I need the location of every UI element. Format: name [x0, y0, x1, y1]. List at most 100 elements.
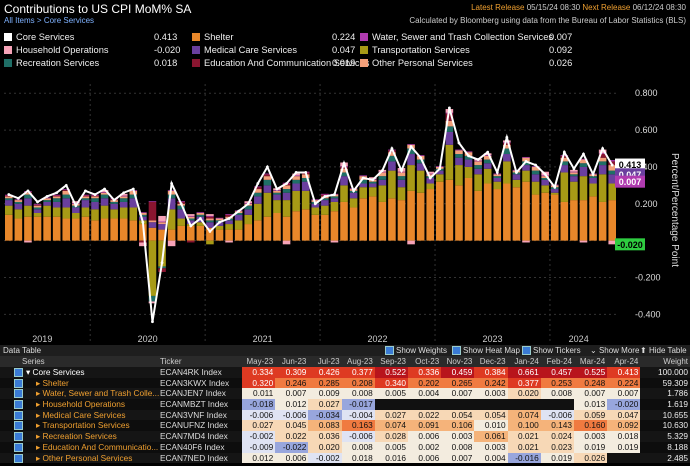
col-header-series[interactable]: Series	[22, 357, 45, 366]
row-checkbox-icon[interactable]	[14, 421, 23, 431]
heat-cell: 0.026	[574, 452, 608, 464]
bar-segment-household	[206, 214, 214, 216]
bar-segment-personal	[503, 144, 511, 149]
series-ticker[interactable]: ECANJEN7 Index	[160, 388, 226, 399]
row-checkbox-icon[interactable]	[14, 410, 23, 420]
core-services-point	[333, 193, 336, 196]
row-checkbox-icon[interactable]	[14, 400, 23, 410]
show-tickers-label: Show Tickers	[533, 346, 581, 355]
legend-item[interactable]: Transportation Services	[360, 45, 470, 55]
bar-segment-household	[148, 301, 157, 304]
legend-item[interactable]: Water, Sewer and Trash Collection Servic…	[360, 32, 553, 42]
series-name[interactable]: ▸ Shelter	[36, 377, 69, 388]
row-checkbox-icon[interactable]	[14, 432, 23, 442]
heat-cell: 0.019	[574, 441, 608, 453]
bar-segment-shelter	[244, 224, 253, 241]
col-header-month[interactable]: Jul-23	[317, 357, 340, 366]
show-heatmap-toggle[interactable]: Show Heat Map	[452, 345, 520, 356]
x-year-label: 2024	[569, 334, 589, 344]
series-ticker[interactable]: ECAN3KWX Index	[160, 377, 230, 388]
series-ticker[interactable]: ECAN7MD4 Index	[160, 431, 228, 442]
col-header-month[interactable]: May-23	[246, 357, 274, 366]
table-row[interactable]: ▸ Other Personal Services ECAN7NED Index 0…	[0, 452, 690, 464]
bar-segment-transport	[340, 185, 348, 202]
row-checkbox-icon[interactable]	[14, 368, 23, 377]
col-header-ticker[interactable]: Ticker	[160, 357, 182, 366]
bar-segment-personal	[263, 176, 272, 180]
breadcrumb-root[interactable]: All Items	[4, 16, 35, 25]
row-checkbox-icon[interactable]	[14, 378, 23, 388]
series-ticker[interactable]: ECAN4RK Index	[160, 367, 222, 377]
show-more-button[interactable]: ⌄ Show More	[590, 346, 640, 355]
series-name[interactable]: ▸ Medical Care Services	[36, 409, 126, 420]
legend-value: 0.019	[332, 58, 356, 68]
table-row[interactable]: ▸ Recreation Services ECAN7MD4 Index -0.00…	[0, 431, 690, 442]
col-header-month[interactable]: Jun-23	[281, 357, 307, 366]
series-ticker[interactable]: ECANMBZT Index	[160, 399, 229, 410]
legend-item[interactable]: Recreation Services	[4, 58, 99, 68]
table-row[interactable]: ▾ Core Services ECAN4RK Index 0.334 0.309 0.…	[0, 367, 690, 378]
table-row[interactable]: ▸ Transportation Services ECANUFNZ Index 0…	[0, 420, 690, 432]
col-header-month[interactable]: Sep-23	[380, 357, 406, 366]
series-name[interactable]: ▸ Transportation Services	[36, 420, 130, 431]
hide-table-button[interactable]: ⬆ Hide Table	[640, 346, 687, 355]
col-header-month[interactable]: Oct-23	[415, 357, 440, 366]
series-name[interactable]: ▸ Recreation Services	[36, 431, 117, 442]
series-name[interactable]: ▸ Other Personal Services	[36, 452, 133, 463]
bar-segment-medical	[177, 209, 185, 219]
row-checkbox-icon[interactable]	[14, 453, 23, 463]
legend-item[interactable]: Education And Communication Services	[192, 58, 369, 68]
col-header-month[interactable]: Dec-23	[479, 357, 506, 366]
bar-segment-personal	[167, 190, 176, 195]
legend-value: 0.026	[549, 58, 573, 68]
col-header-weight[interactable]: Weight	[663, 357, 688, 366]
series-ticker[interactable]: ECAN3VNF Index	[160, 409, 227, 420]
series-ticker[interactable]: ECAN7NED Index	[160, 452, 228, 463]
row-checkbox-icon[interactable]	[14, 442, 23, 452]
bar-segment-personal	[215, 218, 224, 221]
bar-segment-medical	[570, 176, 578, 182]
y-tick-label: -0.400	[635, 309, 661, 319]
col-header-month[interactable]: Mar-24	[579, 357, 606, 366]
table-row[interactable]: ▸ Household Operations ECANMBZT Index -0.0…	[0, 399, 690, 410]
bar-segment-medical	[186, 220, 195, 225]
table-row[interactable]: ▸ Water, Sewer and Trash Colle... ECANJEN…	[0, 388, 690, 400]
bar-segment-personal	[579, 159, 588, 164]
bar-segment-recreation	[560, 161, 569, 166]
heat-cell: 0.019	[540, 452, 574, 464]
table-row[interactable]: ▸ Shelter ECAN3KWX Index 0.320 0.246 0.285 0.…	[0, 377, 690, 389]
breadcrumb-leaf[interactable]: Core Services	[43, 16, 95, 25]
series-ticker[interactable]: ECAN40F6 Index	[160, 441, 225, 452]
legend-item[interactable]: Other Personal Services	[360, 58, 473, 68]
legend-item[interactable]: Household Operations	[4, 45, 109, 55]
table-row[interactable]: ▸ Education And Communicatio... ECAN40F6 …	[0, 441, 690, 453]
bar-segment-shelter	[225, 229, 233, 241]
bar-segment-medical	[560, 165, 569, 173]
col-header-month[interactable]: Nov-23	[446, 357, 473, 366]
legend-item[interactable]: Shelter	[192, 32, 233, 42]
show-weights-toggle[interactable]: Show Weights	[385, 345, 447, 356]
series-name[interactable]: ▸ Household Operations	[36, 399, 126, 410]
bar-segment-household	[24, 240, 32, 243]
bar-segment-personal	[464, 152, 473, 156]
bar-segment-water	[503, 142, 511, 143]
bar-segment-water	[321, 193, 329, 195]
bar-segment-recreation	[455, 154, 463, 158]
series-name[interactable]: ▾ Core Services	[26, 367, 85, 377]
bar-segment-water	[14, 199, 23, 201]
legend-item[interactable]: Medical Care Services	[192, 45, 297, 55]
col-header-month[interactable]: Feb-24	[546, 357, 572, 366]
col-header-month[interactable]: Jan-24	[514, 357, 539, 366]
row-checkbox-icon[interactable]	[14, 389, 23, 399]
col-header-month[interactable]: Aug-23	[346, 357, 373, 366]
series-ticker[interactable]: ECANUFNZ Index	[160, 420, 228, 431]
series-name[interactable]: ▸ Water, Sewer and Trash Colle...	[36, 388, 160, 399]
series-name[interactable]: ▸ Education And Communicatio...	[36, 441, 159, 452]
show-tickers-toggle[interactable]: Show Tickers	[522, 345, 581, 356]
legend-item[interactable]: Core Services	[4, 32, 74, 42]
col-header-month[interactable]: Apr-24	[614, 357, 639, 366]
table-row[interactable]: ▸ Medical Care Services ECAN3VNF Index -0.…	[0, 409, 690, 421]
bar-segment-recreation	[579, 163, 588, 167]
heat-cell: 0.047	[607, 409, 641, 421]
heat-cell: 0.242	[474, 377, 508, 389]
